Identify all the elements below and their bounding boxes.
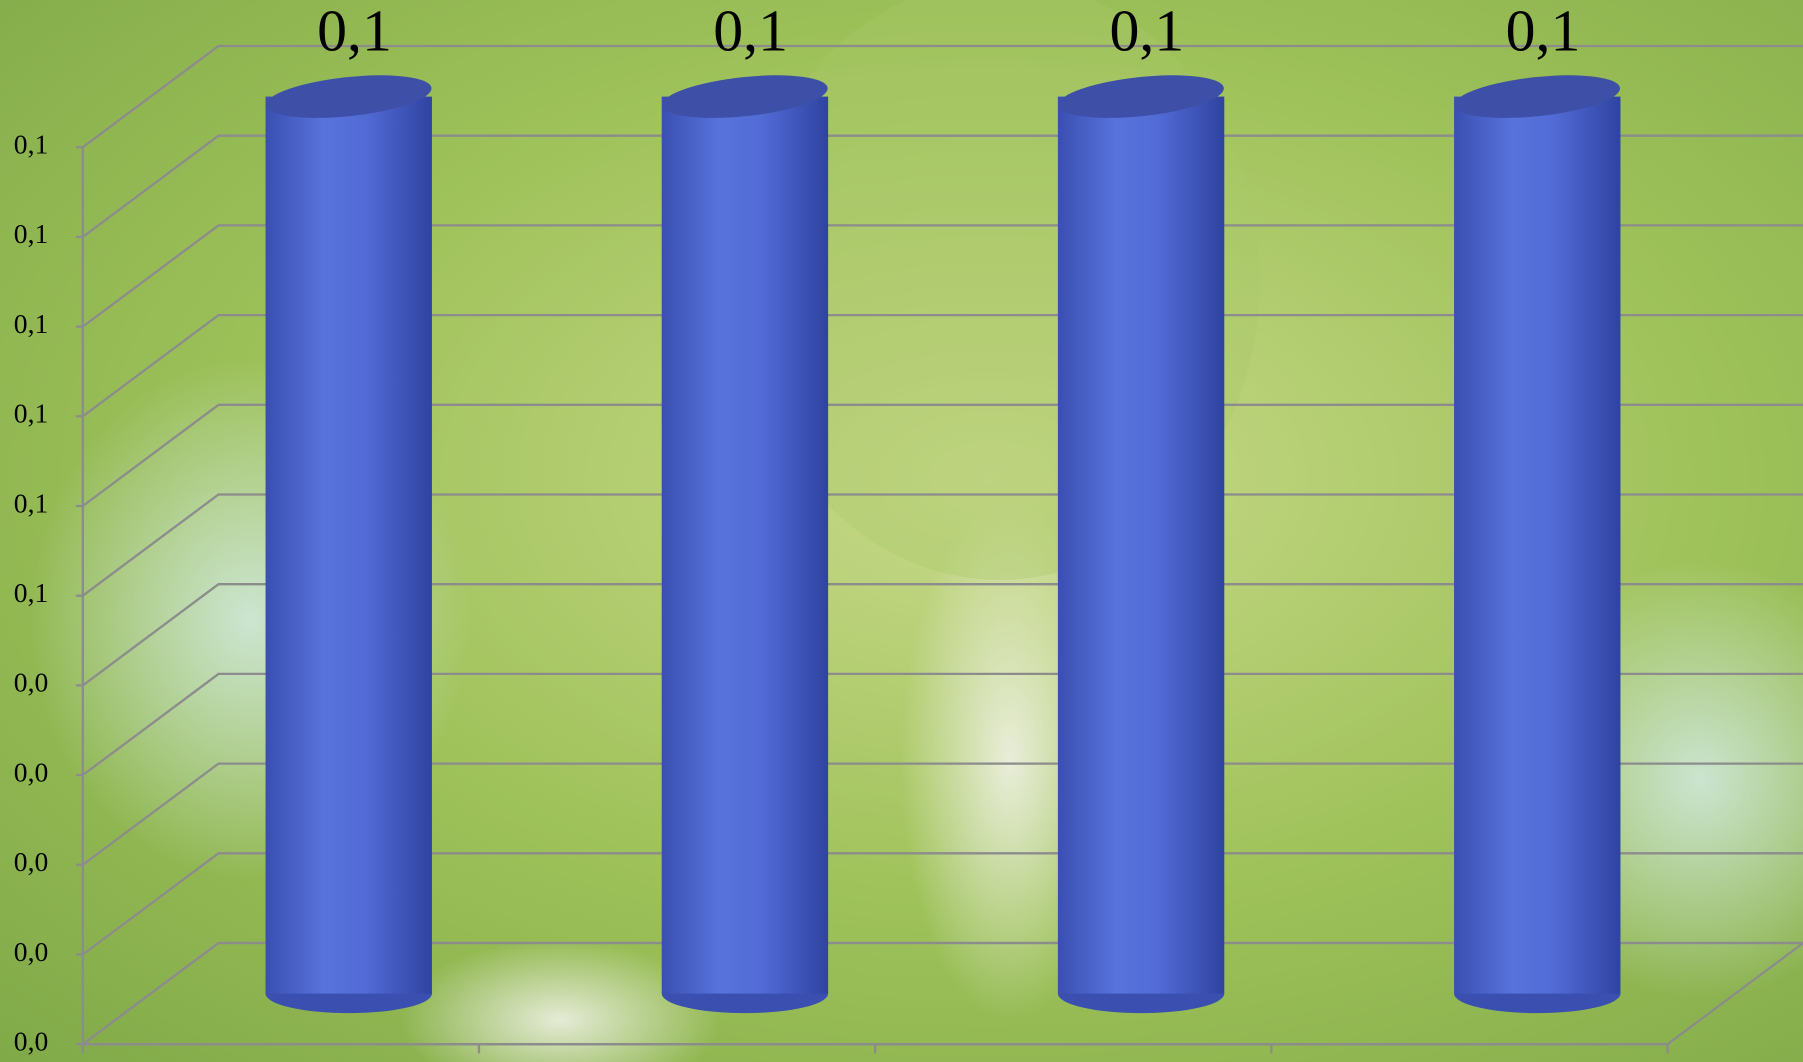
value-label: 0,1 (1506, 0, 1581, 64)
y-tick-label: 0,1 (14, 398, 48, 429)
grid-line (82, 44, 1803, 149)
bar-body (661, 96, 829, 994)
grid-line (82, 672, 1803, 777)
y-tick-label: 0,1 (14, 129, 48, 160)
y-tick-label: 0,0 (14, 936, 48, 967)
grid-line (82, 403, 1803, 507)
value-label: 0,1 (713, 0, 788, 64)
bar-body (265, 96, 432, 994)
y-tick-label: 0,1 (14, 487, 48, 518)
y-tick-label: 0,1 (14, 218, 48, 249)
grid-line (82, 941, 1803, 1046)
value-label: 0,1 (1109, 0, 1184, 64)
grid-line (82, 583, 1803, 687)
bar (661, 75, 829, 1014)
bar-top (662, 75, 828, 118)
grid-line (82, 224, 1803, 328)
bar-top (1058, 75, 1224, 118)
y-tick-label: 0,0 (14, 667, 48, 698)
value-label: 0,1 (317, 0, 392, 64)
y-tick-label: 0,0 (14, 1026, 48, 1057)
grid-line (82, 852, 1803, 956)
bar (1057, 75, 1225, 1014)
bar (1454, 75, 1621, 1014)
bar-body (1057, 96, 1225, 994)
grid-line (82, 762, 1803, 866)
bar (265, 75, 432, 1014)
bar-top (1454, 75, 1621, 118)
grid-line (82, 134, 1803, 238)
y-tick-label: 0,1 (14, 577, 48, 608)
y-tick-label: 0,0 (14, 756, 48, 787)
grid-line (82, 313, 1803, 418)
y-tick-label: 0,0 (14, 846, 48, 877)
bar-top (265, 75, 432, 118)
grid-line (82, 493, 1803, 597)
y-tick-label: 0,1 (14, 308, 48, 339)
bar-body (1454, 96, 1621, 994)
plot-area: 0,0 0,0 0,0 0,0 0,0 0,1 0,1 0,1 0,1 0,1 0,1 0,1 0,1 0… (14, 0, 1803, 1057)
